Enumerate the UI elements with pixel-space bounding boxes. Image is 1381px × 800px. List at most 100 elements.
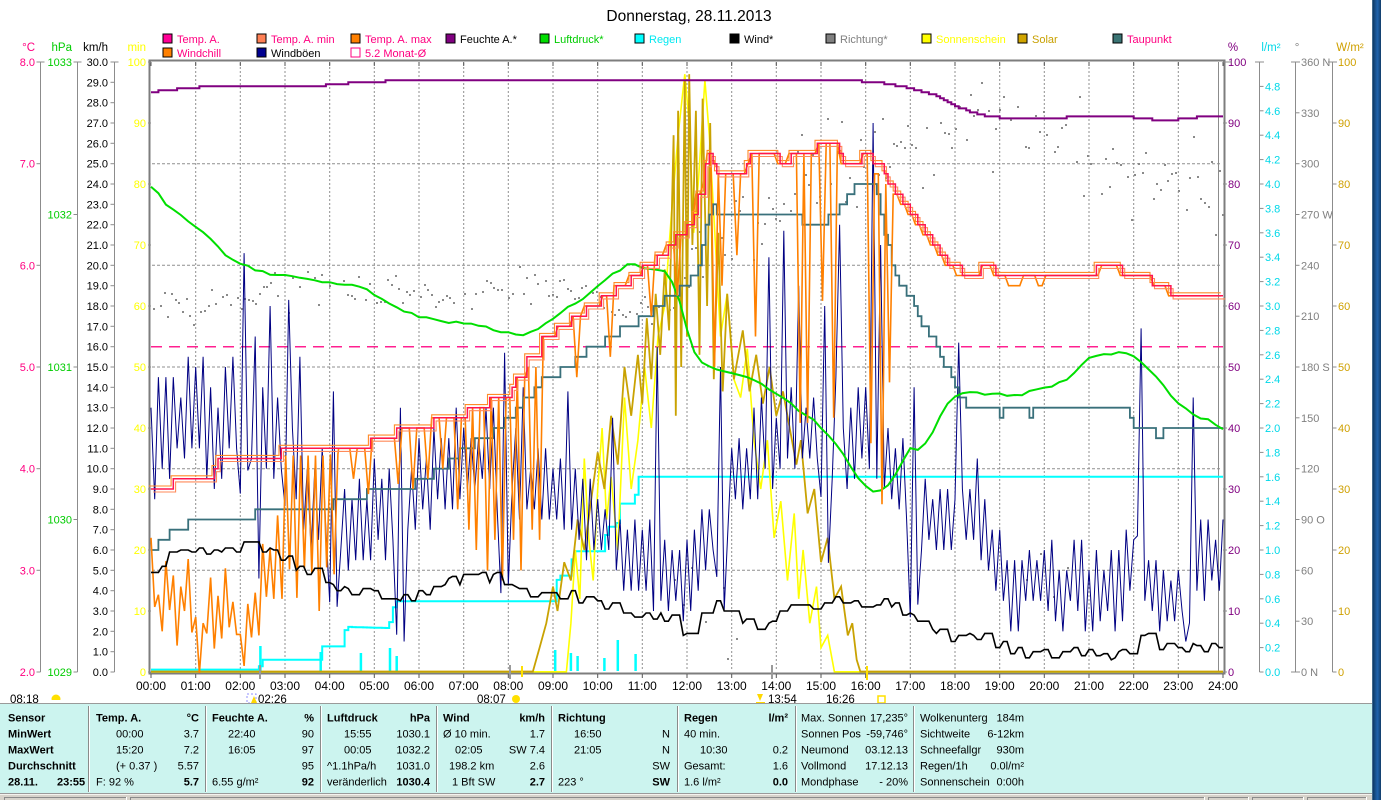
svg-text:0.2: 0.2	[773, 745, 788, 757]
svg-text:3.0: 3.0	[93, 606, 108, 618]
svg-text:Richtung*: Richtung*	[840, 34, 888, 46]
svg-text:0.0: 0.0	[1265, 667, 1280, 679]
svg-text:90: 90	[1338, 118, 1350, 130]
svg-text:1.6 l/m²: 1.6 l/m²	[684, 777, 721, 789]
svg-text:Temp. A.: Temp. A.	[96, 713, 141, 725]
svg-text:40: 40	[1338, 423, 1350, 435]
svg-text:60: 60	[134, 301, 146, 313]
svg-text:3.6: 3.6	[1265, 228, 1280, 240]
svg-text:15.0: 15.0	[87, 362, 108, 374]
svg-text:17,235°: 17,235°	[870, 713, 908, 725]
svg-text:13.0: 13.0	[87, 403, 108, 415]
svg-text:21.0: 21.0	[87, 240, 108, 252]
svg-text:40 min.: 40 min.	[684, 729, 720, 741]
svg-text:06:00: 06:00	[404, 679, 434, 693]
svg-text:9.0: 9.0	[93, 484, 108, 496]
svg-text:km/h: km/h	[83, 42, 108, 54]
svg-text:2.7: 2.7	[530, 777, 545, 789]
svg-text:92: 92	[302, 777, 314, 789]
svg-text:24.0: 24.0	[87, 179, 108, 191]
svg-text:Richtung: Richtung	[558, 713, 606, 725]
svg-text:30: 30	[1338, 484, 1350, 496]
svg-text:97: 97	[302, 745, 314, 757]
svg-text:Windchill: Windchill	[177, 48, 221, 60]
svg-text:Temp. A. max: Temp. A. max	[365, 34, 432, 46]
svg-text:270 W: 270 W	[1301, 210, 1333, 222]
svg-text:Regen: Regen	[649, 34, 681, 46]
svg-text:Luftdruck*: Luftdruck*	[554, 34, 604, 46]
svg-text:16:50: 16:50	[574, 729, 602, 741]
svg-text:3.2: 3.2	[1265, 277, 1280, 289]
svg-text:120: 120	[1301, 464, 1319, 476]
svg-text:70: 70	[134, 240, 146, 252]
svg-text:Temp. A.: Temp. A.	[177, 34, 220, 46]
svg-text:180 S: 180 S	[1301, 362, 1330, 374]
svg-text:4.6: 4.6	[1265, 106, 1280, 118]
svg-text:10: 10	[1228, 606, 1240, 618]
svg-text:1030.1: 1030.1	[396, 729, 430, 741]
svg-text:Sonnen Pos: Sonnen Pos	[801, 729, 861, 741]
svg-text:2.0: 2.0	[93, 626, 108, 638]
svg-text:Durchschnitt: Durchschnitt	[8, 761, 76, 773]
svg-text:02:05: 02:05	[455, 745, 483, 757]
svg-text:8.0: 8.0	[20, 57, 35, 69]
svg-text:09:00: 09:00	[538, 679, 568, 693]
svg-text:04:00: 04:00	[315, 679, 345, 693]
svg-text:5.0: 5.0	[93, 565, 108, 577]
svg-text:5.0: 5.0	[20, 362, 35, 374]
svg-text:00:05: 00:05	[344, 745, 372, 757]
svg-text:20:00: 20:00	[1029, 679, 1059, 693]
svg-text:05:00: 05:00	[359, 679, 389, 693]
svg-text:0.0l/m²: 0.0l/m²	[990, 761, 1024, 773]
svg-text:3.0: 3.0	[20, 565, 35, 577]
svg-text:184m: 184m	[996, 713, 1024, 725]
svg-text:4.8: 4.8	[1265, 81, 1280, 93]
svg-text:0.8: 0.8	[1265, 569, 1280, 581]
svg-text:19:00: 19:00	[985, 679, 1015, 693]
svg-text:0:00h: 0:00h	[996, 777, 1024, 789]
svg-text:Wolkenunterg: Wolkenunterg	[920, 713, 988, 725]
svg-text:SW: SW	[652, 777, 670, 789]
svg-text:20: 20	[1228, 545, 1240, 557]
svg-text:03:00: 03:00	[270, 679, 300, 693]
svg-text:90: 90	[302, 729, 314, 741]
svg-text:360 N: 360 N	[1301, 57, 1330, 69]
svg-text:min: min	[127, 42, 146, 54]
svg-text:8.0: 8.0	[93, 504, 108, 516]
svg-text:1032.2: 1032.2	[396, 745, 430, 757]
svg-text:4.4: 4.4	[1265, 130, 1280, 142]
svg-text:4.0: 4.0	[20, 464, 35, 476]
svg-text:Sichtweite: Sichtweite	[920, 729, 970, 741]
svg-text:30.0: 30.0	[87, 57, 108, 69]
svg-text:Windböen: Windböen	[271, 48, 321, 60]
svg-text:Max. Sonnen: Max. Sonnen	[801, 713, 866, 725]
svg-text:Neumond: Neumond	[801, 745, 849, 757]
svg-text:12:00: 12:00	[672, 679, 702, 693]
svg-text:0.4: 0.4	[1265, 618, 1280, 630]
svg-text:10: 10	[1338, 606, 1350, 618]
svg-text:6.0: 6.0	[20, 260, 35, 272]
svg-text:16.0: 16.0	[87, 342, 108, 354]
svg-text:95: 95	[302, 761, 314, 773]
svg-text:1 Bft SW: 1 Bft SW	[452, 777, 496, 789]
svg-text:30: 30	[134, 484, 146, 496]
svg-text:10:00: 10:00	[583, 679, 613, 693]
svg-text:02:00: 02:00	[225, 679, 255, 693]
svg-text:SW: SW	[652, 761, 670, 773]
svg-text:198.2 km: 198.2 km	[449, 761, 494, 773]
svg-text:40: 40	[1228, 423, 1240, 435]
svg-text:22:00: 22:00	[1119, 679, 1149, 693]
svg-text:(+ 0.37 ): (+ 0.37 )	[116, 761, 157, 773]
svg-text:00:00: 00:00	[136, 679, 166, 693]
svg-text:Wind: Wind	[443, 713, 470, 725]
svg-text:2.6: 2.6	[1265, 350, 1280, 362]
svg-text:00:00: 00:00	[116, 729, 144, 741]
svg-text:1030.4: 1030.4	[396, 777, 431, 789]
svg-text:1.0: 1.0	[93, 647, 108, 659]
svg-text:6.55 g/m²: 6.55 g/m²	[212, 777, 259, 789]
svg-text:l/m²: l/m²	[768, 713, 788, 725]
svg-text:240: 240	[1301, 260, 1319, 272]
svg-text:11:00: 11:00	[628, 679, 657, 693]
svg-text:N: N	[662, 745, 670, 757]
svg-text:26.0: 26.0	[87, 138, 108, 150]
